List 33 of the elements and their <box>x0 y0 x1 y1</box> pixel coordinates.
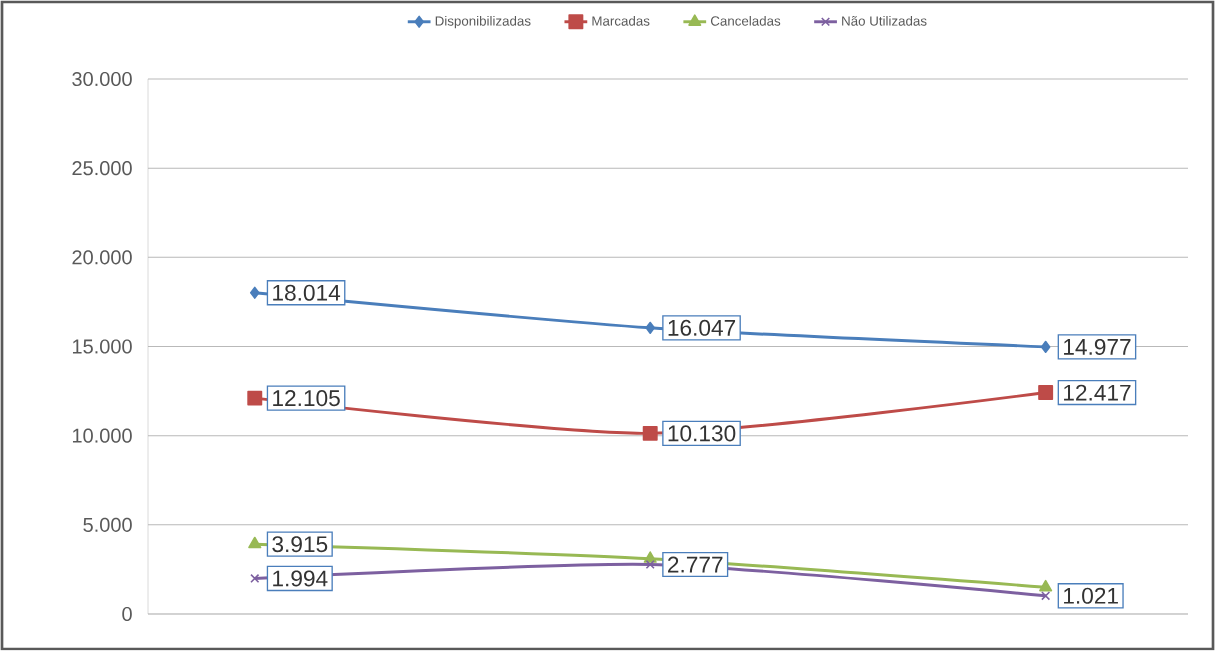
y-tick-label: 5.000 <box>83 517 132 532</box>
data-label: 12.105 <box>273 390 340 407</box>
data-label: 1.994 <box>273 570 328 587</box>
y-tick-label: 10.000 <box>72 428 132 443</box>
y-tick-label: 30.000 <box>72 71 132 87</box>
point <box>1040 340 1051 354</box>
legend-label: Não Utilizadas <box>842 15 927 26</box>
point <box>642 425 658 441</box>
point <box>247 390 263 406</box>
y-tick-label: 0 <box>122 606 132 622</box>
data-label: 1.021 <box>1064 587 1118 604</box>
point <box>250 573 260 584</box>
legend-label: Canceladas <box>710 15 781 26</box>
data-label: 10.130 <box>668 425 736 442</box>
point <box>1038 385 1054 401</box>
data-label: 14.977 <box>1064 338 1131 355</box>
point <box>645 321 656 334</box>
point <box>248 536 262 549</box>
point <box>643 551 657 563</box>
data-label: 16.047 <box>668 319 736 336</box>
point <box>1041 591 1051 601</box>
legend-label: Disponibilizadas <box>435 15 531 29</box>
point <box>249 286 260 299</box>
point <box>645 559 655 570</box>
y-tick-label: 25.000 <box>72 161 132 176</box>
data-label: 12.417 <box>1064 384 1131 401</box>
data-label: 2.777 <box>668 556 723 573</box>
data-label: 3.915 <box>272 536 328 553</box>
data-label: 18.014 <box>273 284 341 301</box>
y-tick-label: 15.000 <box>72 339 132 354</box>
legend-label: Marcadas <box>592 15 650 26</box>
y-tick-label: 20.000 <box>72 250 132 265</box>
point <box>1039 579 1053 592</box>
